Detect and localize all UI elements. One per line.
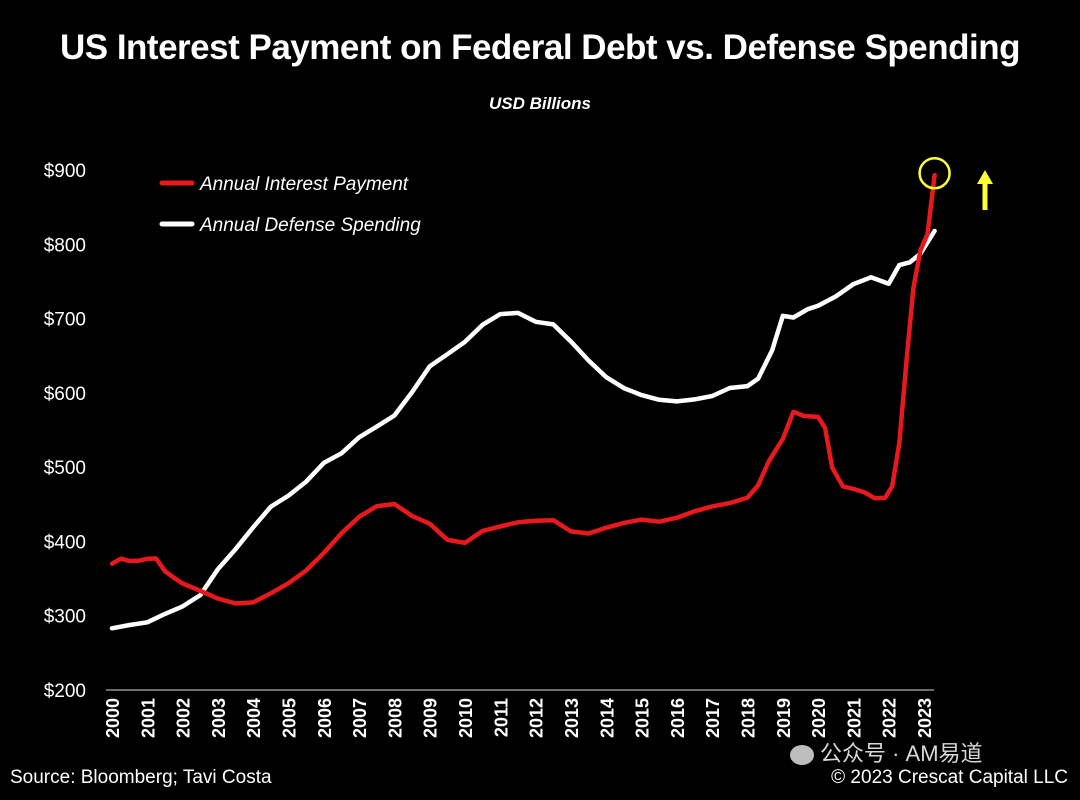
y-axis-ticks: $200 $300 $400 $500 $600 $700 $800 $900: [44, 161, 86, 702]
x-tick-label: 2014: [597, 698, 617, 738]
x-tick-label: 2019: [774, 698, 794, 738]
legend-label: Annual Interest Payment: [199, 174, 409, 195]
legend-label: Annual Defense Spending: [199, 215, 421, 236]
x-tick-label: 2018: [738, 698, 758, 738]
x-tick-label: 2003: [209, 698, 229, 738]
x-tick-label: 2004: [244, 698, 264, 738]
x-tick-label: 2009: [421, 698, 441, 738]
source-note: Source: Bloomberg; Tavi Costa: [10, 767, 272, 788]
y-tick-label: $300: [44, 607, 86, 628]
x-tick-label: 2006: [315, 698, 335, 738]
watermark-text: 公众号 · AM易道: [820, 741, 983, 766]
annotations: [918, 156, 993, 210]
arrow-up-head: [977, 170, 993, 184]
x-tick-label: 2011: [491, 698, 511, 737]
x-tick-label: 2017: [703, 698, 723, 738]
highlight-circle: [918, 156, 951, 190]
x-axis-ticks: 2000 2001 2002 2003 2004 2005 2006 2007 2008 2009…: [103, 698, 935, 738]
x-tick-label: 2015: [633, 698, 653, 738]
y-tick-label: $700: [44, 310, 86, 331]
x-tick-label: 2010: [456, 698, 476, 738]
x-tick-label: 2020: [809, 698, 829, 738]
y-tick-label: $800: [44, 235, 86, 256]
y-tick-label: $200: [44, 681, 86, 702]
watermark: 公众号 · AM易道: [790, 736, 983, 768]
x-tick-label: 2008: [385, 698, 405, 738]
wechat-logo-icon: [790, 745, 814, 766]
x-tick-label: 2005: [280, 698, 300, 738]
legend: Annual Interest Payment Annual Defense Sp…: [159, 174, 421, 236]
defense-spending-line: [109, 228, 937, 631]
series-layer: [109, 172, 937, 631]
x-tick-label: 2000: [103, 698, 123, 738]
y-tick-label: $500: [44, 458, 86, 479]
chart-title: US Interest Payment on Federal Debt vs. …: [59, 28, 1021, 67]
y-tick-label: $400: [44, 532, 86, 553]
copyright-note: © 2023 Crescat Capital LLC: [831, 767, 1068, 788]
x-tick-label: 2022: [880, 698, 900, 738]
interest-payment-line: [109, 172, 937, 606]
x-tick-label: 2002: [174, 698, 194, 738]
x-tick-label: 2001: [138, 698, 158, 738]
x-tick-label: 2007: [350, 698, 370, 738]
x-tick-label: 2013: [562, 698, 582, 738]
chart-subtitle: USD Billions: [488, 94, 591, 113]
y-tick-label: $900: [44, 161, 86, 182]
x-tick-label: 2023: [915, 698, 935, 738]
y-tick-label: $600: [44, 384, 86, 405]
x-tick-label: 2012: [527, 698, 547, 738]
x-tick-label: 2021: [844, 698, 864, 738]
x-tick-label: 2016: [668, 698, 688, 738]
